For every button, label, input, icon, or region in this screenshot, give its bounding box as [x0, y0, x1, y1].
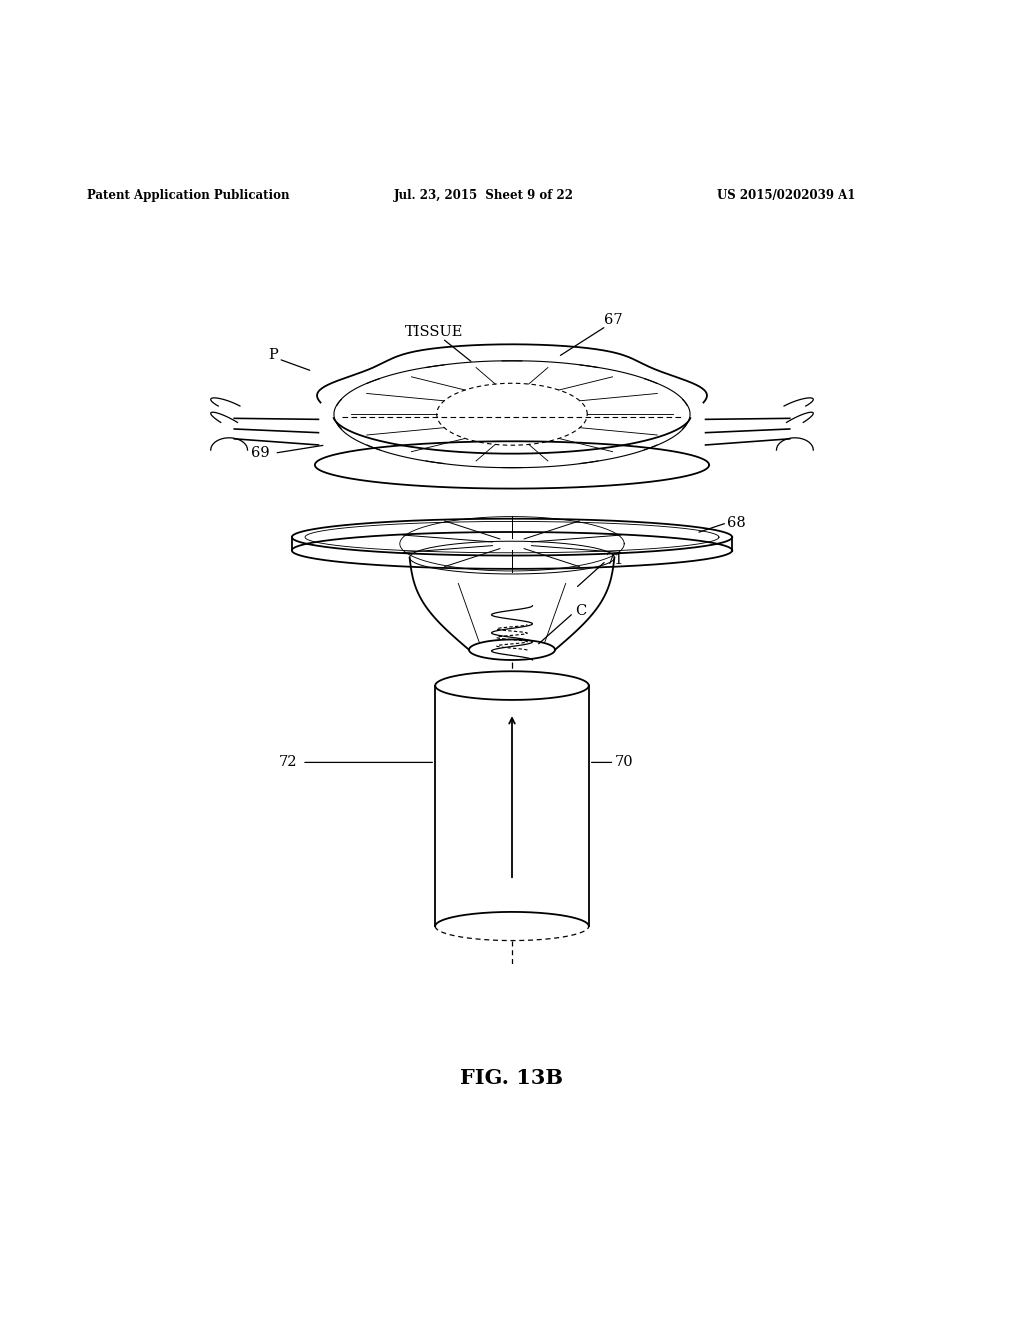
Text: 69: 69: [251, 446, 269, 461]
Text: US 2015/0202039 A1: US 2015/0202039 A1: [717, 189, 855, 202]
Text: Patent Application Publication: Patent Application Publication: [87, 189, 290, 202]
Text: 67: 67: [604, 313, 623, 327]
Text: FIG. 13B: FIG. 13B: [461, 1068, 563, 1088]
Text: 70: 70: [614, 755, 633, 770]
Text: TISSUE: TISSUE: [404, 325, 463, 339]
Text: Jul. 23, 2015  Sheet 9 of 22: Jul. 23, 2015 Sheet 9 of 22: [394, 189, 574, 202]
Text: P: P: [268, 348, 279, 362]
Text: C: C: [575, 603, 587, 618]
Text: 68: 68: [727, 516, 745, 529]
Text: 71: 71: [606, 553, 625, 566]
Text: 72: 72: [279, 755, 297, 770]
